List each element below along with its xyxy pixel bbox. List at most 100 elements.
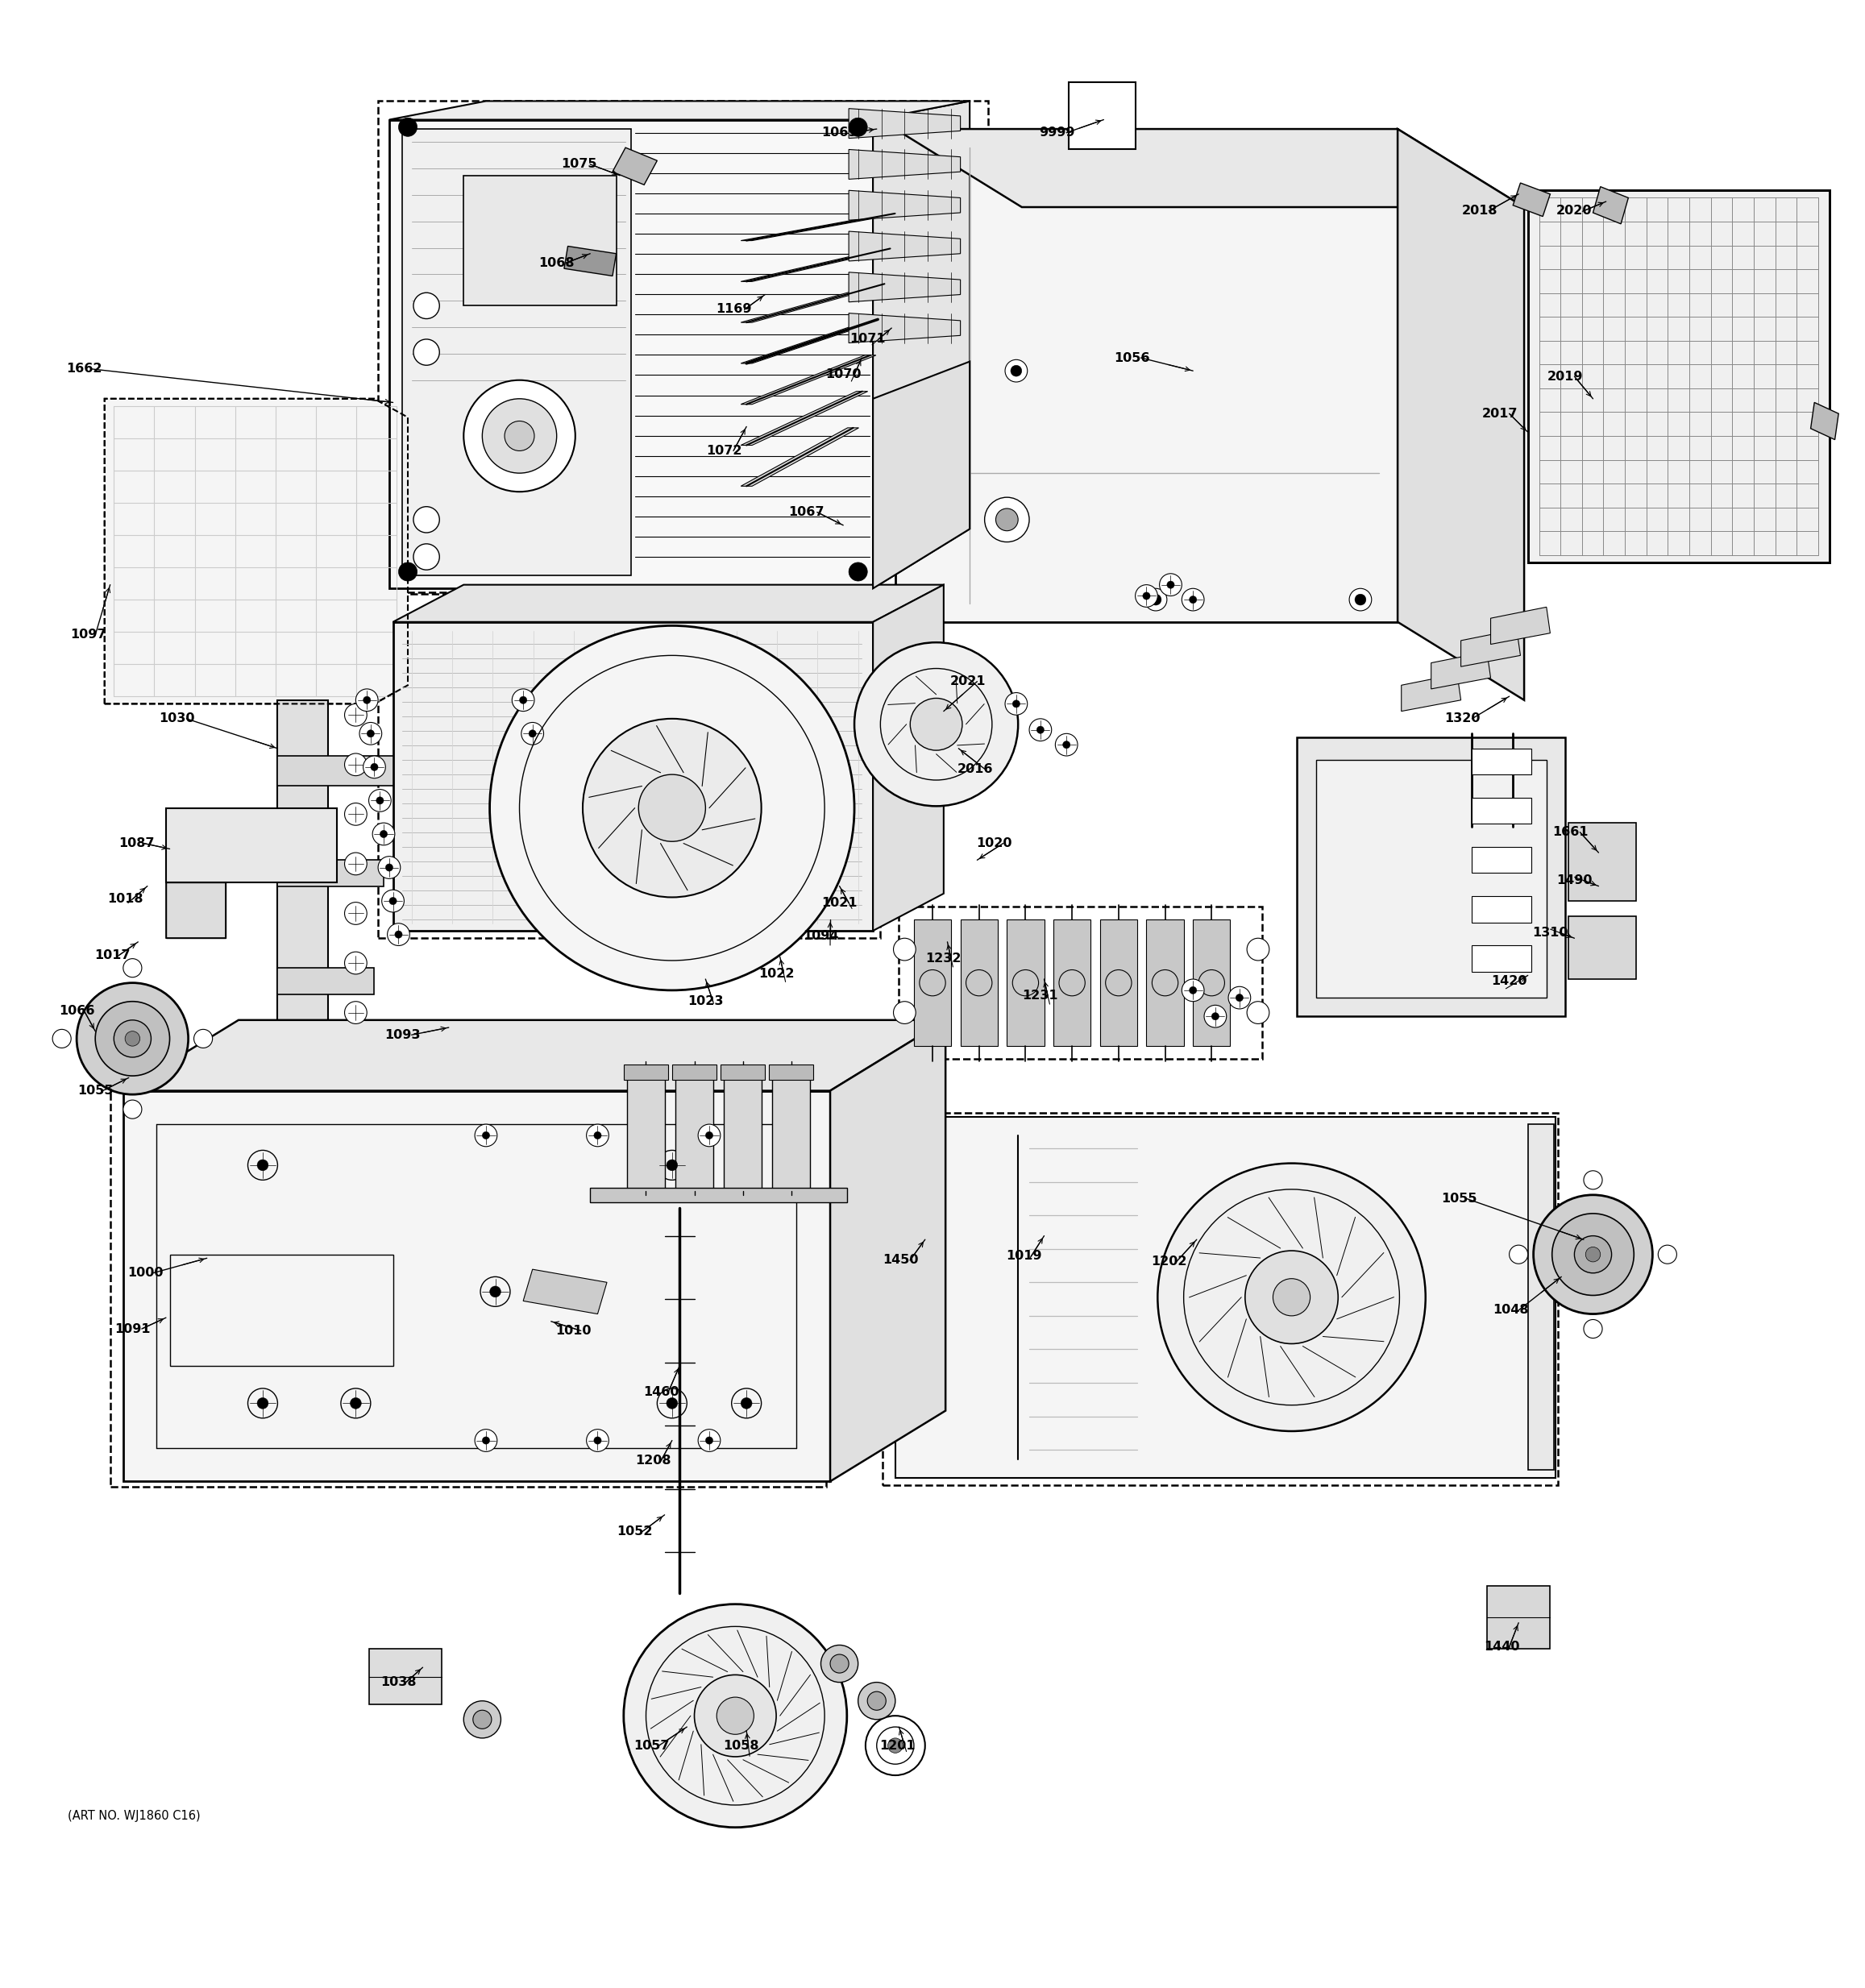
Polygon shape [1811,402,1839,439]
Text: 1070: 1070 [824,368,862,380]
Circle shape [257,1159,269,1171]
Bar [1471,897,1531,922]
Text: 2020: 2020 [1557,205,1593,217]
Circle shape [476,1429,498,1451]
Circle shape [1212,1012,1220,1020]
Circle shape [1658,1244,1677,1264]
Polygon shape [278,755,394,785]
Bar [1471,747,1531,775]
Circle shape [377,797,384,805]
Circle shape [345,903,367,924]
Circle shape [382,891,405,912]
Polygon shape [849,231,960,260]
Polygon shape [1460,630,1520,666]
Polygon shape [1194,920,1231,1046]
Polygon shape [1486,1586,1550,1648]
Text: 1058: 1058 [724,1740,759,1751]
Polygon shape [720,1066,765,1079]
Circle shape [1574,1237,1611,1272]
Polygon shape [1007,920,1044,1046]
Polygon shape [849,314,960,342]
Polygon shape [166,807,338,883]
Circle shape [865,1716,925,1775]
Text: 1202: 1202 [1151,1256,1186,1268]
Circle shape [1354,594,1365,604]
Circle shape [414,545,440,571]
Polygon shape [740,427,858,487]
Polygon shape [849,272,960,302]
Circle shape [414,340,440,366]
Polygon shape [849,191,960,221]
Polygon shape [278,861,384,887]
Circle shape [996,509,1018,531]
Bar [1471,946,1531,972]
Circle shape [867,1692,886,1710]
Text: 1030: 1030 [159,712,196,726]
Circle shape [513,690,535,712]
Polygon shape [123,1091,830,1481]
Circle shape [586,1125,608,1147]
Circle shape [638,775,705,841]
Circle shape [849,563,867,580]
Circle shape [476,1125,498,1147]
Circle shape [593,1131,601,1139]
Text: 1057: 1057 [634,1740,670,1751]
Circle shape [95,1002,170,1076]
Text: 1460: 1460 [643,1386,679,1398]
Text: 1018: 1018 [106,893,144,905]
Circle shape [1158,1163,1425,1431]
Circle shape [114,1020,151,1058]
Polygon shape [1513,183,1550,217]
Circle shape [985,497,1029,543]
Circle shape [399,563,418,580]
Polygon shape [1397,129,1524,700]
Text: 1093: 1093 [384,1030,420,1042]
Circle shape [623,1604,847,1827]
Circle shape [1151,594,1162,604]
Text: 9999: 9999 [1039,127,1074,139]
Text: 1021: 1021 [822,897,858,909]
Circle shape [345,704,367,726]
Circle shape [399,117,418,137]
Circle shape [893,1002,916,1024]
Text: 1094: 1094 [804,930,839,942]
Text: 1490: 1490 [1557,875,1593,887]
Text: 1066: 1066 [58,1004,95,1016]
Circle shape [123,958,142,978]
Text: 2018: 2018 [1462,205,1498,217]
Circle shape [464,380,574,491]
Bar [110,1087,826,1487]
Polygon shape [394,622,873,930]
Text: 1075: 1075 [561,159,597,171]
Polygon shape [873,362,970,588]
Text: (ART NO. WJ1860 C16): (ART NO. WJ1860 C16) [67,1811,200,1823]
Text: 1000: 1000 [127,1266,164,1278]
Bar [1317,759,1546,998]
Text: 1052: 1052 [617,1525,653,1537]
Polygon shape [1054,920,1091,1046]
Polygon shape [390,101,970,119]
Bar [379,592,880,938]
Text: 1038: 1038 [380,1676,416,1688]
Circle shape [76,982,188,1095]
Circle shape [464,1702,502,1738]
Text: 1450: 1450 [882,1254,919,1266]
Bar [170,1254,394,1366]
Bar [1069,82,1136,149]
Circle shape [740,1398,752,1409]
Circle shape [1552,1213,1634,1296]
Polygon shape [612,147,656,185]
Circle shape [1136,584,1158,606]
Text: 1232: 1232 [925,952,962,964]
Text: 1019: 1019 [1005,1250,1041,1262]
Circle shape [52,1030,71,1048]
Circle shape [123,1099,142,1119]
Text: 1067: 1067 [789,507,824,519]
Text: 2021: 2021 [949,676,987,688]
Circle shape [356,690,379,712]
Text: 2016: 2016 [957,763,994,775]
Polygon shape [278,968,375,994]
Bar [578,1056,867,1209]
Circle shape [858,1682,895,1720]
Circle shape [483,1131,490,1139]
